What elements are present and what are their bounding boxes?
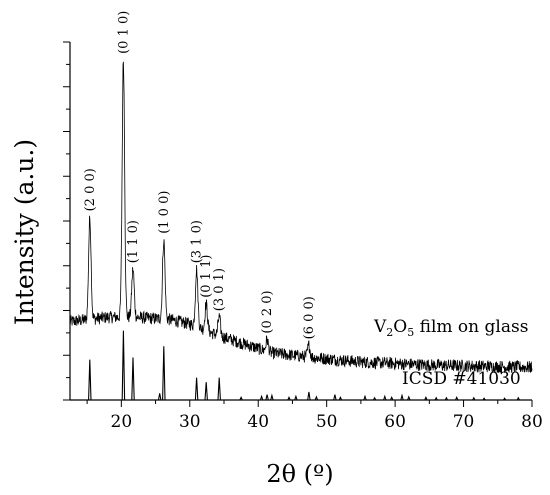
peak-annotations: (2 0 0) (0 1 0) (1 1 0) (1 0 0) (3 1 0)(0 1 … xyxy=(83,11,317,340)
x-tick-label: 20 xyxy=(111,412,133,432)
x-tick-label: 60 xyxy=(384,412,406,432)
series-label-icsd: ICSD #41030 xyxy=(402,369,521,389)
x-tick-label: 40 xyxy=(247,412,269,432)
peak-label: (0 1 1) xyxy=(199,255,214,298)
peak-label: (0 1 0) xyxy=(116,11,131,54)
curves xyxy=(69,61,533,401)
x-tick-label: 80 xyxy=(521,412,543,432)
peak-label: (0 2 0) xyxy=(260,290,275,333)
film-pattern-line xyxy=(69,61,533,374)
series-label-film: V2O5 film on glass xyxy=(373,317,528,339)
peak-label: (1 0 0) xyxy=(157,191,172,234)
icsd-reference-line xyxy=(70,330,532,401)
x-axis-label: 2θ (º) xyxy=(266,460,333,488)
y-axis-label: Intensity (a.u.) xyxy=(10,139,39,325)
x-tick-label: 70 xyxy=(453,412,475,432)
peak-label: (3 0 1) xyxy=(212,268,227,311)
axes: 20 30 40 50 60 70 80 xyxy=(63,41,543,432)
peak-label: (1 1 0) xyxy=(126,220,141,263)
peak-label: (3 1 0) xyxy=(190,220,205,263)
peak-label: (2 0 0) xyxy=(83,168,98,211)
x-tick-label: 50 xyxy=(316,412,338,432)
peak-label: (6 0 0) xyxy=(302,296,317,339)
x-tick-label: 30 xyxy=(179,412,201,432)
